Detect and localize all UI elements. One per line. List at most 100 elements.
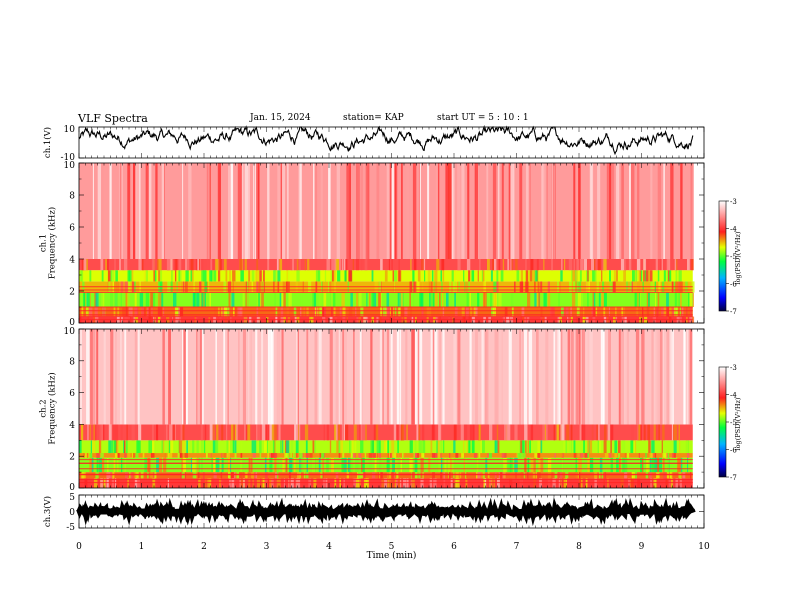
ch2-spectrogram-streak (137, 440, 141, 454)
ch1-spectrogram-streak (166, 259, 171, 271)
ch2-spectrogram-streak (337, 440, 342, 454)
ch2-spectrogram-streak (277, 478, 281, 488)
ch2-spectrogram-streak (163, 457, 167, 473)
ch2-spectrogram-streak (184, 453, 188, 458)
ch2-spectrogram-streak (668, 472, 671, 479)
ch2-spectrogram-streak (577, 453, 580, 458)
ch2-spectrogram-streak (640, 457, 644, 473)
ch1-spectrogram-streak (412, 270, 415, 282)
ch2-spectrogram-streak (178, 440, 183, 454)
ch2-spectrogram-streak (321, 453, 325, 458)
ch2-spectrogram-streak (561, 329, 563, 425)
ch1-spectrogram-streak (551, 163, 553, 259)
ch2-spectrogram-streak (494, 472, 497, 479)
ch1-spectrogram-streak (643, 259, 647, 271)
ch2-spectrogram-streak (610, 440, 612, 454)
ch1-spectrogram-streak (603, 292, 607, 307)
ch2-spectrogram-streak (375, 453, 378, 458)
ch2-spectrogram-streak (371, 329, 373, 425)
ch1-spectrogram-streak (190, 270, 193, 282)
ch1-spectrogram-streak (358, 292, 362, 307)
ch2-spectrogram-streak (190, 457, 193, 473)
ch1-spectrogram-streak (549, 307, 553, 317)
ch2-spectrogram-ylabel: Frequency (kHz) (47, 372, 58, 444)
ch2-spectrogram-streak (594, 478, 597, 488)
ch2-spectrogram-streak (478, 424, 481, 441)
ch2-spectrogram-streak (348, 472, 353, 479)
ch2-spectrogram-streak (449, 453, 451, 458)
ch2-spectrogram-streak (222, 457, 224, 473)
ch2-spectrogram-streak (218, 457, 222, 473)
ch2-spectrogram-streak (570, 329, 574, 425)
ch2-spectrogram-streak (406, 424, 408, 441)
ch2-spectrogram-streak (587, 453, 589, 458)
ch2-spectrogram-streak (181, 457, 184, 473)
ch2-spectrogram-streak (533, 457, 536, 473)
ch2-spectrogram-streak (503, 453, 507, 458)
ch2-spectrogram-streak (530, 424, 534, 441)
ch2-spectrogram-streak (384, 440, 386, 454)
ch2-spectrogram-streak (376, 440, 380, 454)
ch2-spectrogram-streak (131, 453, 134, 458)
y-tick-label: -5 (66, 523, 75, 533)
ch1-spectrogram-streak (650, 307, 654, 317)
ch1-spectrogram-streak (468, 270, 471, 282)
ch1-spectrogram-streak (438, 163, 440, 259)
ch2-spectrogram-streak (484, 329, 487, 425)
ch1-spectrogram-streak (258, 292, 260, 307)
ch1-spectrogram-streak (668, 270, 670, 282)
ch2-spectrogram-streak (481, 329, 485, 425)
ch2-spectrogram-ylabel: ch.2 (39, 399, 49, 417)
ch1-spectrogram-streak (461, 307, 465, 317)
ch2-spectrogram-streak (262, 478, 266, 488)
ch1-spectrogram-streak (210, 259, 213, 271)
ch2-spectrogram-streak (651, 457, 655, 473)
ch2-spectrogram-streak (400, 457, 402, 473)
ch2-spectrogram-streak (604, 453, 609, 458)
ch2-spectrogram-streak (461, 453, 464, 458)
ch2-spectrogram-streak (342, 329, 345, 425)
ch2-spectrogram-streak (90, 329, 93, 425)
ch1-spectrogram-streak (436, 259, 440, 271)
ch2-spectrogram-streak (127, 453, 131, 458)
ch2-spectrogram-streak (542, 424, 545, 441)
ch2-spectrogram-streak (255, 329, 258, 425)
ch2-spectrogram-streak (649, 457, 652, 473)
ch2-spectrogram-streak (645, 453, 647, 458)
x-tick-label: 2 (201, 542, 207, 552)
ch2-spectrogram-streak (556, 424, 560, 441)
ch2-spectrogram-streak (341, 457, 345, 473)
ch1-spectrogram-streak (529, 270, 533, 282)
ch1-spectrogram-streak (406, 163, 409, 259)
ch1-spectrogram-streak (368, 292, 371, 307)
ch1-spectrogram-streak (157, 307, 161, 317)
ch2-spectrogram-streak (196, 440, 199, 454)
ch2-spectrogram-streak (638, 424, 641, 441)
ch2-spectrogram-streak (352, 453, 355, 458)
ch2-spectrogram-streak (651, 440, 655, 454)
ch2-spectrogram-streak (136, 440, 139, 454)
ch1-spectrogram-streak (521, 307, 525, 317)
ch2-spectrogram-streak (393, 472, 395, 479)
ch2-spectrogram-streak (480, 440, 482, 454)
ch2-spectrogram-streak (340, 440, 343, 454)
ch1-spectrogram-streak (143, 270, 147, 282)
ch2-spectrogram-streak (162, 440, 165, 454)
ch2-spectrogram-streak (553, 478, 556, 488)
ch1-spectrogram-streak (692, 292, 694, 307)
ch2-spectrogram-streak (581, 424, 586, 441)
ch1-spectrogram-streak (127, 292, 130, 307)
ch2-spectrogram-streak (396, 472, 399, 479)
ch2-spectrogram-streak (182, 440, 186, 454)
ch1-spectrogram-streak (578, 163, 581, 259)
ch2-spectrogram-streak (397, 440, 399, 454)
ch2-spectrogram-streak (296, 478, 301, 488)
ch1-spectrogram-streak (389, 163, 392, 259)
ch2-spectrogram-streak (420, 478, 424, 488)
ch2-spectrogram-streak (455, 453, 459, 458)
ch2-spectrogram-streak (318, 329, 322, 425)
ch2-spectrogram-streak (163, 424, 166, 441)
ch2-spectrogram-streak (433, 424, 436, 441)
ch2-spectrogram-streak (373, 424, 378, 441)
ch2-spectrogram-streak (518, 453, 522, 458)
